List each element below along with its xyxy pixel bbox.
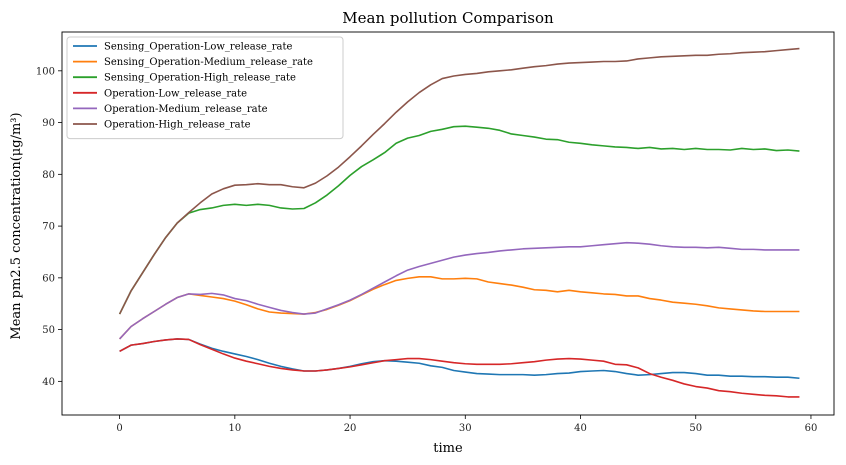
legend-label-5: Operation-Medium_release_rate [104,104,268,115]
y-axis-title: Mean pm2.5 concentration(μg/m³) [9,112,24,339]
y-tick-label: 90 [42,118,55,129]
y-tick-label: 40 [42,377,55,388]
series-line-5 [119,241,800,340]
plot-frame [61,31,835,416]
y-tick-label: 70 [42,222,55,233]
series-line-1 [119,338,800,380]
series-line-4 [119,338,800,398]
plot-area [61,31,835,416]
legend-label-2: Sensing_Operation-Medium_release_rate [104,57,313,68]
x-tick-label: 0 [116,423,122,434]
y-axis: 40 50 60 70 80 90 100 [36,66,62,388]
x-tick-label: 20 [344,423,357,434]
x-axis-title: time [433,441,463,456]
x-tick-label: 30 [459,423,472,434]
legend-box [66,36,344,140]
x-tick-label: 50 [689,423,702,434]
y-tick-label: 100 [36,66,55,77]
series-line-2 [119,276,800,340]
legend-label-6: Operation-High_release_rate [104,120,251,131]
x-axis: 0 10 20 30 40 50 60 [116,415,817,434]
y-tick-label: 60 [42,273,55,284]
legend-label-3: Sensing_Operation-High_release_rate [104,73,296,84]
y-tick-label: 80 [42,170,55,181]
x-tick-label: 60 [805,423,818,434]
series-line-6 [118,47,800,315]
y-tick-label: 50 [42,325,55,336]
chart-title: Mean pollution Comparison [342,9,554,27]
x-tick-label: 40 [574,423,587,434]
series-line-3 [118,125,800,315]
x-tick-label: 10 [228,423,241,434]
legend: Sensing_Operation-Low_release_rate Sensin… [66,36,344,140]
legend-label-1: Sensing_Operation-Low_release_rate [104,42,293,53]
legend-label-4: Operation-Low_release_rate [104,88,247,99]
